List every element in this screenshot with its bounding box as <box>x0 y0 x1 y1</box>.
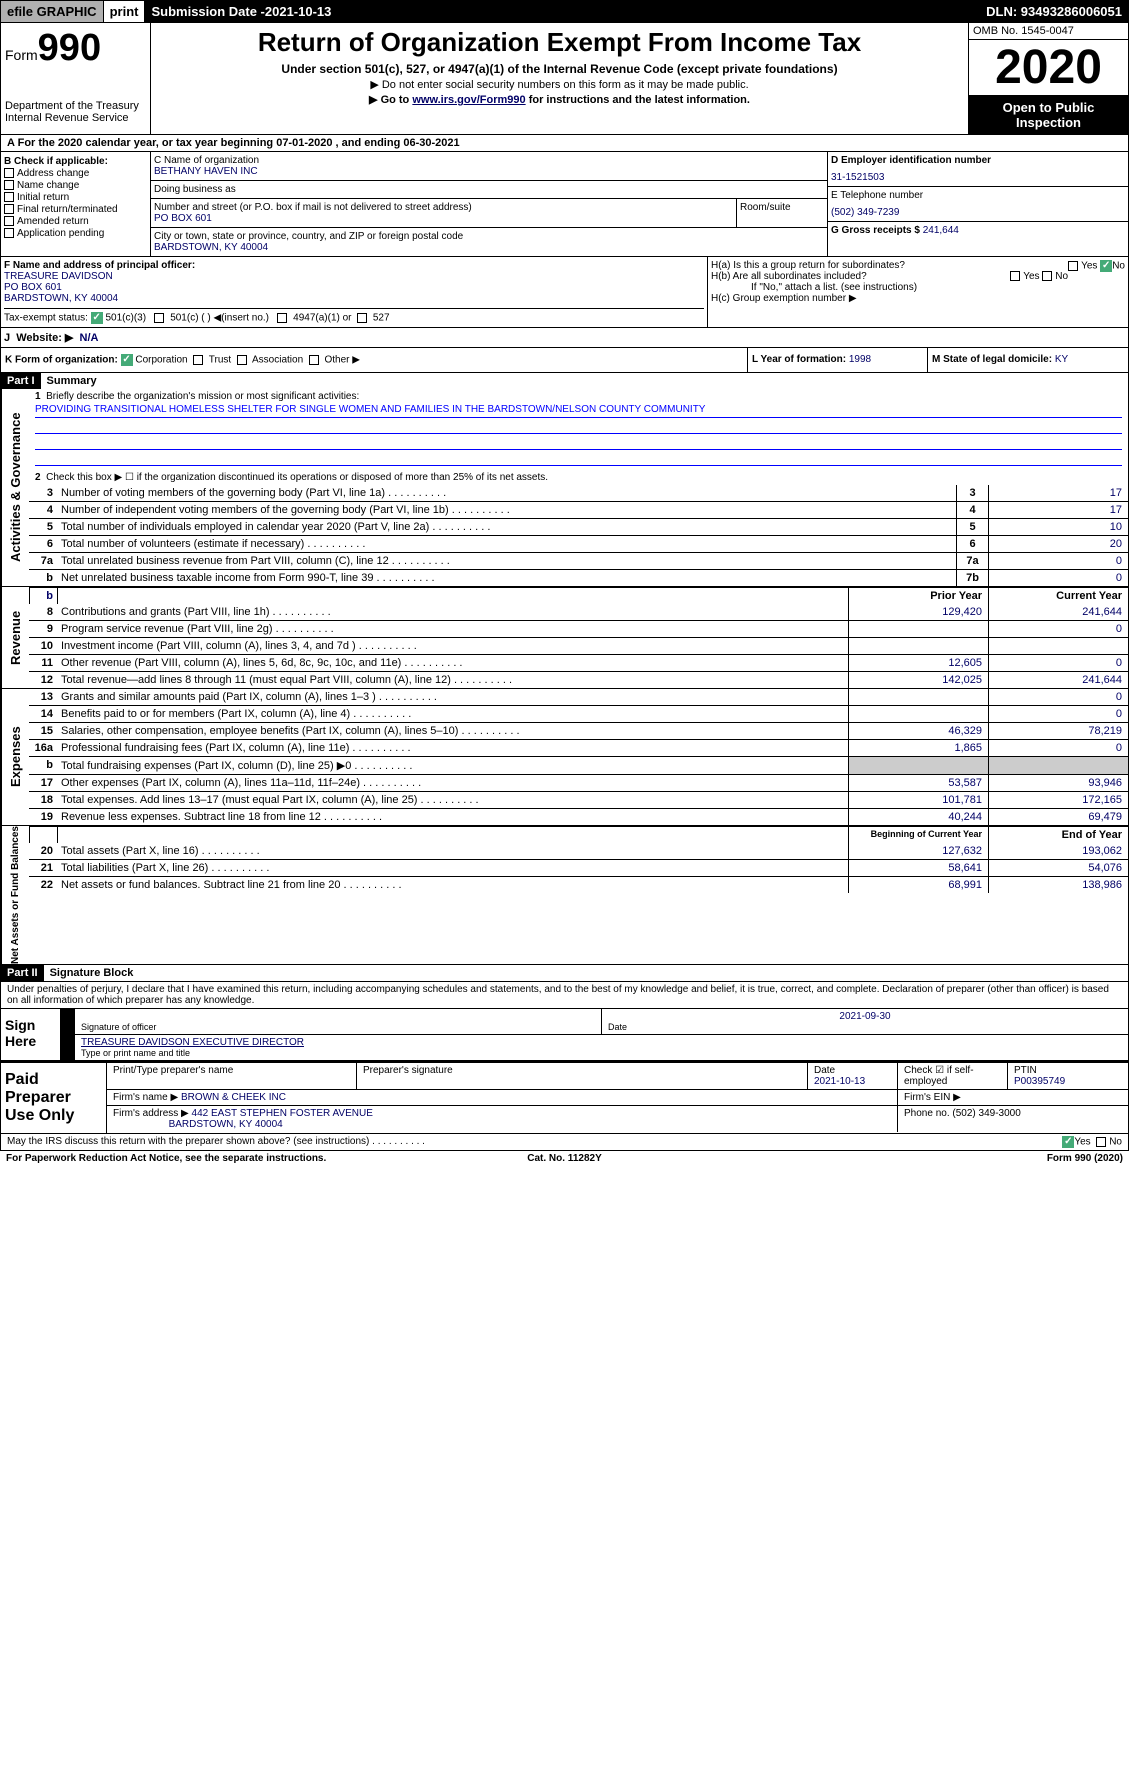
dln: DLN: 93493286006051 <box>980 1 1128 22</box>
table-row: 3Number of voting members of the governi… <box>29 485 1128 501</box>
omb-number: OMB No. 1545-0047 <box>969 23 1128 40</box>
table-row: 21Total liabilities (Part X, line 26)58,… <box>29 859 1128 876</box>
table-row: 4Number of independent voting members of… <box>29 501 1128 518</box>
section-b-to-g: B Check if applicable: Address change Na… <box>0 152 1129 257</box>
form-title: Return of Organization Exempt From Incom… <box>155 27 964 58</box>
tax-year: 2020 <box>969 40 1128 96</box>
row-k-l-m: K Form of organization: ✓ Corporation Tr… <box>0 348 1129 373</box>
part-2: Part IISignature Block <box>0 965 1129 982</box>
table-row: 15Salaries, other compensation, employee… <box>29 722 1128 739</box>
discuss-row: May the IRS discuss this return with the… <box>0 1134 1129 1151</box>
submission-date: Submission Date - 2021-10-13 <box>145 1 338 22</box>
table-row: 6Total number of volunteers (estimate if… <box>29 535 1128 552</box>
part-1: Part ISummary Activities & Governance 1 … <box>0 373 1129 965</box>
box-b: B Check if applicable: Address change Na… <box>1 152 151 256</box>
calendar-year-line: A For the 2020 calendar year, or tax yea… <box>0 135 1129 152</box>
table-row: 20Total assets (Part X, line 16)127,6321… <box>29 843 1128 859</box>
paid-preparer: Paid Preparer Use Only Print/Type prepar… <box>0 1061 1129 1134</box>
table-row: bNet unrelated business taxable income f… <box>29 569 1128 586</box>
table-row: 12Total revenue—add lines 8 through 11 (… <box>29 671 1128 688</box>
irs-link[interactable]: www.irs.gov/Form990 <box>412 94 525 106</box>
table-row: bTotal fundraising expenses (Part IX, co… <box>29 756 1128 774</box>
table-row: 8Contributions and grants (Part VIII, li… <box>29 604 1128 620</box>
signature-block: Under penalties of perjury, I declare th… <box>0 982 1129 1061</box>
table-row: 14Benefits paid to or for members (Part … <box>29 705 1128 722</box>
box-f: F Name and address of principal officer:… <box>1 257 708 327</box>
top-bar: efile GRAPHIC print Submission Date - 20… <box>0 0 1129 23</box>
table-row: 7aTotal unrelated business revenue from … <box>29 552 1128 569</box>
website-row: J Website: ▶ N/A <box>0 328 1129 348</box>
efile-button[interactable]: efile GRAPHIC <box>1 1 104 22</box>
section-f-h: F Name and address of principal officer:… <box>0 257 1129 328</box>
form-header: Form990 Department of the TreasuryIntern… <box>0 23 1129 135</box>
table-row: 10Investment income (Part VIII, column (… <box>29 637 1128 654</box>
box-d-e-g: D Employer identification number 31-1521… <box>828 152 1128 256</box>
table-row: 9Program service revenue (Part VIII, lin… <box>29 620 1128 637</box>
table-row: 17Other expenses (Part IX, column (A), l… <box>29 774 1128 791</box>
table-row: 16aProfessional fundraising fees (Part I… <box>29 739 1128 756</box>
table-row: 18Total expenses. Add lines 13–17 (must … <box>29 791 1128 808</box>
inspection-notice: Open to PublicInspection <box>969 96 1128 134</box>
table-row: 19Revenue less expenses. Subtract line 1… <box>29 808 1128 825</box>
table-row: 22Net assets or fund balances. Subtract … <box>29 876 1128 893</box>
table-row: 13Grants and similar amounts paid (Part … <box>29 689 1128 705</box>
print-button[interactable]: print <box>104 1 146 22</box>
table-row: 11Other revenue (Part VIII, column (A), … <box>29 654 1128 671</box>
box-h: H(a) Is this a group return for subordin… <box>708 257 1128 327</box>
table-row: 5Total number of individuals employed in… <box>29 518 1128 535</box>
page-footer: For Paperwork Reduction Act Notice, see … <box>0 1151 1129 1166</box>
box-c: C Name of organization BETHANY HAVEN INC… <box>151 152 828 256</box>
